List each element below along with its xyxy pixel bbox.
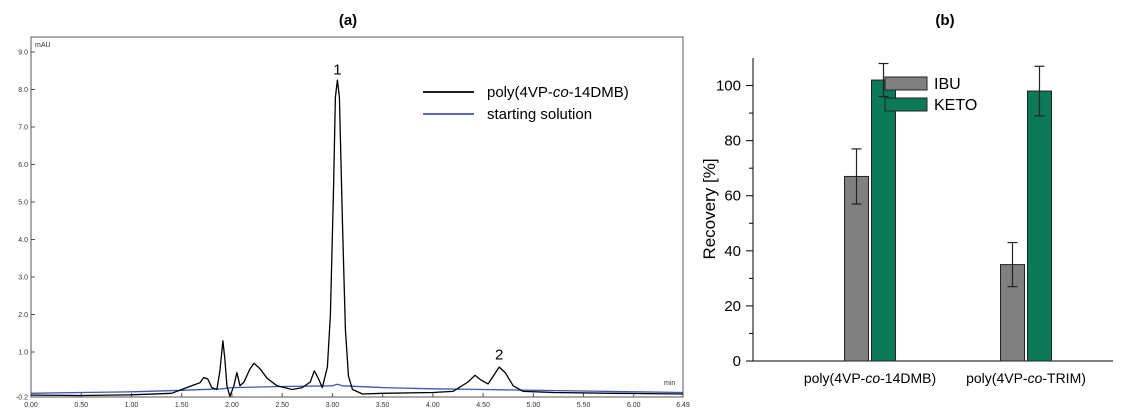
recovery-bar — [871, 79, 896, 362]
x-tick-label: 1.00 — [125, 402, 139, 409]
x-tick-label: 6.49 — [676, 402, 690, 409]
x-tick-label: 5.00 — [526, 402, 540, 409]
recovery-y-tick-label: 100 — [716, 78, 741, 95]
category-label: poly(4VP-co-14DMB) — [804, 370, 936, 386]
x-tick-label: 3.50 — [376, 402, 390, 409]
chromatogram-plot-frame — [30, 36, 684, 398]
x-tick-label: 4.50 — [476, 402, 490, 409]
y-unit-label: mAU — [35, 42, 51, 49]
recovery-y-tick-label: 80 — [724, 133, 741, 150]
x-tick-label: 1.50 — [175, 402, 189, 409]
x-tick-label: 0.50 — [74, 402, 88, 409]
chromatogram-legend: poly(4VP-co-14DMB) starting solution — [423, 84, 629, 123]
y-tick-label: 6.0 — [18, 162, 28, 169]
y-tick-label: 9.0 — [18, 50, 28, 57]
y-tick-label: 7.0 — [18, 125, 28, 132]
panel-b-label: (b) — [935, 12, 954, 29]
x-tick-label: 0.00 — [24, 402, 38, 409]
peak-labels: 12 — [333, 61, 503, 363]
recovery-bar — [844, 175, 869, 362]
x-tick-label: 2.00 — [225, 402, 239, 409]
legend-entry-label: starting solution — [487, 106, 592, 123]
chromatogram-series — [30, 79, 684, 397]
panel-a-label: (a) — [339, 12, 357, 29]
recovery-y-tick-label: 40 — [724, 243, 741, 260]
recovery-y-ticks: 0 20 40 60 80 100 — [716, 78, 753, 370]
y-tick-label: 2.0 — [18, 312, 28, 319]
y-tick-label: 4.0 — [18, 237, 28, 244]
x-tick-label: 2.50 — [275, 402, 289, 409]
x-axis-ticks: 0.00 0.50 1.00 1.50 2.00 2.50 3.00 3.50 4.00 4.50… — [24, 393, 690, 409]
recovery-legend: IBU KETO — [884, 76, 977, 114]
y-tick-label: 8.0 — [18, 87, 28, 94]
x-tick-label: 3.00 — [326, 402, 340, 409]
recovery-y-tick-label: 20 — [724, 298, 741, 315]
x-tick-label: 5.50 — [577, 402, 591, 409]
x-unit-label: min — [664, 380, 675, 387]
category-label: poly(4VP-co-TRIM) — [966, 370, 1086, 386]
legend-label: KETO — [934, 97, 977, 114]
y-axis-ticks: -0.2 1.0 2.0 3.0 4.0 5.0 6.0 7.0 8.0 9.0 — [16, 50, 35, 402]
recovery-bar — [1027, 90, 1052, 362]
peak-number-label: 2 — [495, 346, 503, 363]
recovery-bars — [844, 62, 1052, 362]
legend-label: IBU — [934, 76, 961, 93]
legend-swatch — [884, 76, 928, 91]
chromatogram-panel: (a) mAU min -0.2 1.0 2.0 3.0 4.0 5.0 6.0 7.0 8.0… — [16, 12, 690, 409]
chromatogram-line — [30, 79, 684, 397]
y-tick-label: -0.2 — [16, 395, 28, 402]
x-tick-label: 4.00 — [426, 402, 440, 409]
recovery-y-tick-label: 0 — [733, 353, 741, 370]
legend-entry-label: poly(4VP-co-14DMB) — [487, 84, 629, 101]
chromatogram-line — [30, 383, 684, 394]
recovery-axis-label: Recovery [%] — [700, 158, 719, 259]
recovery-category-labels: poly(4VP-co-14DMB) poly(4VP-co-TRIM) — [804, 370, 1086, 386]
recovery-panel: (b) Recovery [%] 0 20 40 60 80 100 poly(4VP-c… — [700, 12, 1113, 386]
y-tick-label: 1.0 — [18, 350, 28, 357]
y-tick-label: 3.0 — [18, 275, 28, 282]
y-tick-label: 5.0 — [18, 200, 28, 207]
recovery-y-tick-label: 60 — [724, 188, 741, 205]
peak-number-label: 1 — [333, 61, 341, 78]
legend-swatch — [884, 97, 928, 112]
x-tick-label: 6.00 — [627, 402, 641, 409]
